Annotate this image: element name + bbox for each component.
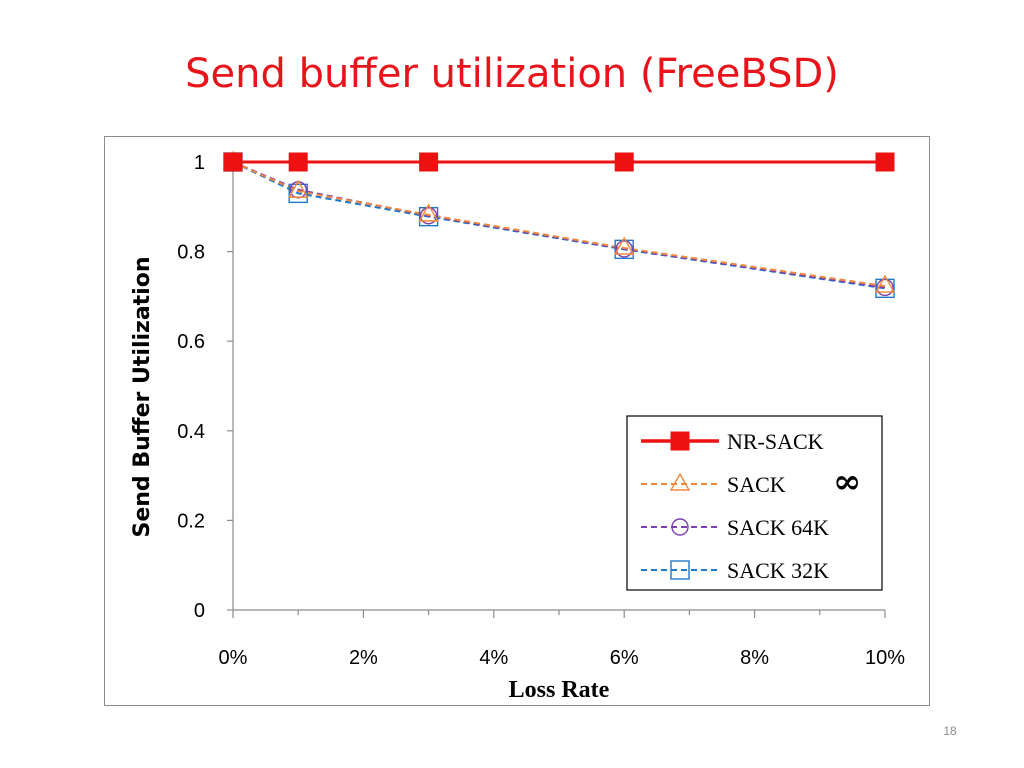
y-tick-label: 1 — [194, 152, 205, 174]
data-point — [288, 152, 308, 172]
legend-label: SACK 64K — [727, 515, 829, 540]
legend-label: NR-SACK — [727, 429, 824, 454]
legend-label: SACK — [727, 472, 786, 497]
y-tick-label: 0.6 — [177, 331, 205, 353]
series-line — [232, 161, 886, 289]
legend-marker — [669, 472, 691, 491]
data-point — [614, 152, 634, 172]
x-tick-label: 6% — [610, 647, 639, 669]
infinity-annotation: ∞ — [833, 462, 861, 502]
x-tick-label: 8% — [740, 647, 769, 669]
legend-box — [626, 415, 883, 591]
legend-marker — [670, 560, 690, 580]
line-chart: 00.20.40.60.810% 2% 4% 6% 8% 10% Loss Rate Se… — [130, 150, 905, 703]
series-markers — [222, 150, 896, 299]
y-axis-title: Send Buffer Utilization — [130, 256, 155, 537]
axes — [227, 161, 886, 618]
y-tick-label: 0.4 — [177, 421, 205, 443]
series-line — [232, 161, 886, 290]
series-line — [232, 161, 886, 288]
y-tick-label: 0.8 — [177, 242, 205, 264]
x-tick-label: 0% — [219, 647, 248, 669]
tick-labels: 00.20.40.60.810% 2% 4% 6% 8% 10% — [177, 152, 905, 669]
y-tick-label: 0 — [194, 600, 205, 622]
legend-marker — [670, 431, 690, 451]
data-point — [419, 152, 439, 172]
data-point — [874, 274, 896, 293]
data-point — [418, 203, 439, 222]
data-point — [875, 152, 895, 172]
chart-frame: 0 0.2 0.4 0.6 0.8 1 0% 2% 4% 6% 8% 10% Loss Rate Se… — [104, 136, 930, 706]
data-point — [876, 278, 894, 297]
x-tick-label: 10% — [865, 647, 905, 669]
data-point — [223, 152, 243, 172]
x-tick-label: 2% — [349, 647, 378, 669]
legend: NR-SACK SACK SACK 64K SACK 32K ∞ — [626, 415, 883, 591]
y-tick-label: 0.2 — [177, 510, 205, 532]
slide-number: 18 — [943, 724, 957, 738]
x-tick-label: 4% — [479, 647, 508, 669]
data-point — [419, 207, 438, 225]
slide-title: Send buffer utilization (FreeBSD) — [185, 51, 839, 97]
data-point — [615, 240, 633, 258]
legend-marker — [671, 518, 689, 536]
x-axis-title: Loss Rate — [509, 677, 610, 703]
data-point — [614, 236, 635, 255]
series-lines — [232, 160, 886, 290]
legend-label: SACK 32K — [727, 558, 829, 583]
data-point — [288, 183, 308, 204]
data-point — [288, 179, 309, 198]
